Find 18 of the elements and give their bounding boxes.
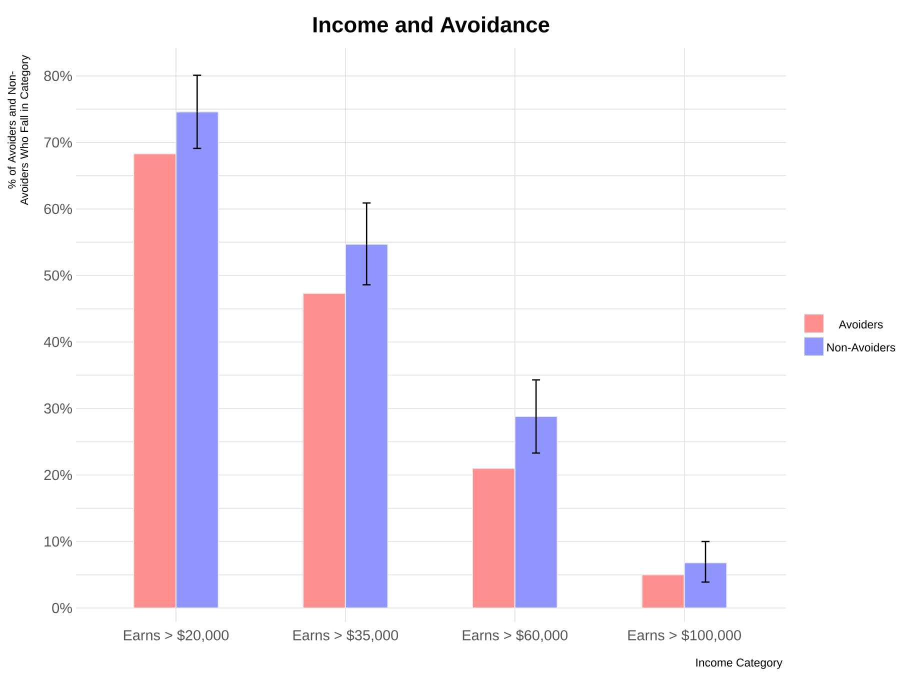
y-tick-label: 50% (44, 270, 72, 281)
y-tick-label: 80% (44, 70, 72, 82)
y-tick-label: 0% (52, 602, 72, 614)
y-tick-label: 20% (44, 470, 72, 480)
x-tick-label: Earns > $100,000 (628, 630, 741, 642)
x-axis-title: Income Category (696, 658, 782, 669)
x-tick-label: Earns > $60,000 (462, 630, 568, 642)
y-tick-label: 40% (44, 336, 72, 348)
x-tick-label: Earns > $35,000 (293, 630, 398, 642)
y-tick-label: 70% (44, 137, 72, 148)
legend-label: Avoiders (838, 320, 883, 329)
x-tick-label: Earns > $20,000 (124, 630, 229, 642)
y-axis-title: % of Avoiders and Non-Avoiders Who Fall in Category (8, 54, 30, 206)
chart-title: Income and Avoidance (314, 16, 550, 32)
y-tick-label: 30% (44, 403, 72, 414)
legend-label: Non-Avoiders (827, 343, 896, 352)
y-tick-label: 10% (44, 536, 72, 547)
y-tick-label: 60% (44, 204, 72, 214)
